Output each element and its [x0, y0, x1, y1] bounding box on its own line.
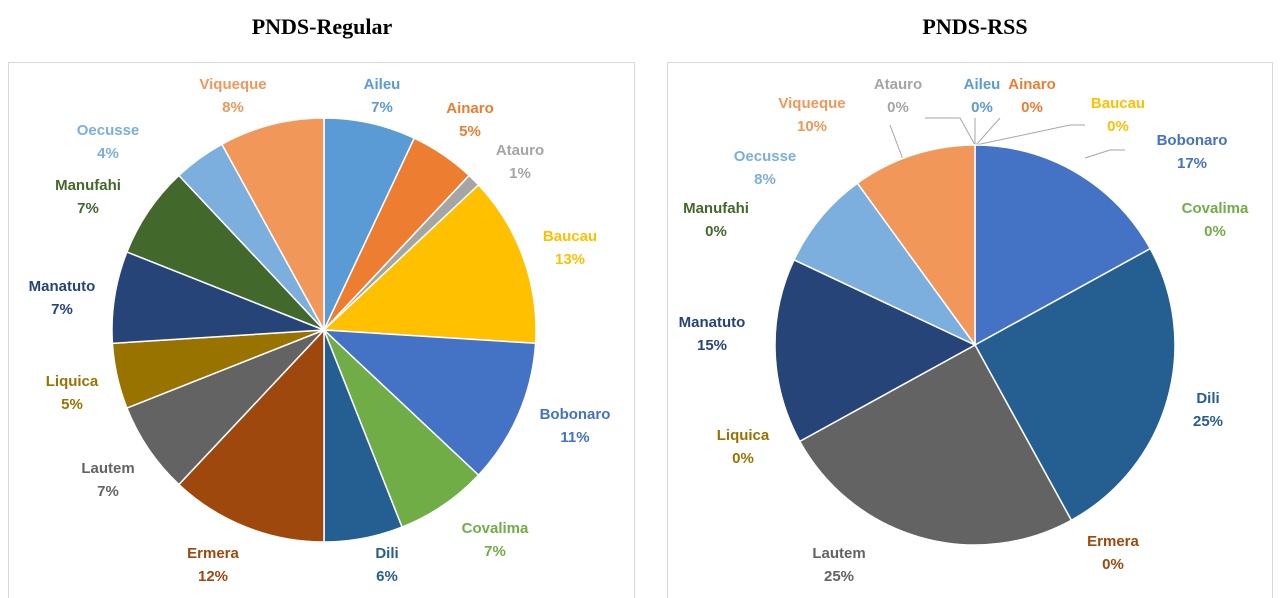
slice-value-label: 4% — [97, 145, 119, 162]
slice-label: Manatuto — [29, 278, 96, 295]
slice-value-label: 8% — [222, 99, 244, 116]
slice-value-label: 15% — [697, 337, 727, 354]
slice-label: Atauro — [496, 142, 544, 159]
slice-label: Manufahi — [683, 200, 749, 217]
pie-slice — [793, 182, 976, 346]
slice-value-label: 7% — [77, 200, 99, 217]
pie-slice — [798, 343, 1073, 546]
slice-label: Lautem — [812, 545, 865, 562]
slice-value-label: 0% — [1204, 223, 1226, 240]
slice-label: Atauro — [874, 76, 922, 93]
chart-title: PNDS-RSS — [922, 14, 1027, 39]
pie-slice — [974, 144, 1152, 347]
slice-value-label: 11% — [560, 429, 589, 446]
slice-value-label: 5% — [459, 123, 481, 140]
slice-value-label: 17% — [1177, 155, 1207, 172]
slice-label: Ainaro — [1008, 76, 1056, 93]
slice-value-label: 1% — [509, 165, 531, 182]
leader-line — [975, 124, 1085, 146]
leader-line — [925, 117, 976, 146]
slice-label: Baucau — [1091, 95, 1145, 112]
chart-frame — [8, 62, 635, 598]
slice-label: Ermera — [187, 545, 239, 562]
slice-label: Covalima — [462, 520, 529, 537]
slice-label: Dili — [1196, 390, 1219, 407]
slice-value-label: 0% — [971, 99, 993, 116]
slice-label: Baucau — [543, 228, 597, 245]
slice-value-label: 25% — [824, 568, 854, 585]
slice-value-label: 0% — [732, 450, 754, 467]
slice-label: Dili — [375, 545, 398, 562]
slice-value-label: 7% — [97, 483, 119, 500]
slice-label: Covalima — [1182, 200, 1249, 217]
slice-label: Ermera — [1087, 533, 1139, 550]
slice-label: Ainaro — [446, 100, 494, 117]
pie-slice — [973, 247, 1176, 522]
slice-value-label: 0% — [1102, 556, 1124, 573]
slice-value-label: 7% — [51, 301, 73, 318]
slice-value-label: 12% — [198, 568, 228, 585]
slice-label: Viqueque — [778, 95, 845, 112]
slice-label: Oecusse — [77, 122, 140, 139]
slice-label: Bobonaro — [540, 406, 611, 423]
leader-line — [1084, 149, 1125, 159]
slice-value-label: 7% — [484, 543, 506, 560]
chart-frame — [667, 62, 1273, 598]
pie-slice — [177, 328, 325, 543]
slice-label: Lautem — [81, 460, 134, 477]
pie-slice — [774, 258, 977, 443]
slice-value-label: 13% — [555, 251, 585, 268]
pie-slice — [322, 183, 537, 345]
slice-label: Aileu — [364, 76, 401, 93]
slice-label: Aileu — [964, 76, 1001, 93]
slice-label: Bobonaro — [1157, 132, 1228, 149]
slice-label: Viqueque — [199, 76, 266, 93]
pie-slice — [856, 144, 976, 348]
slice-label: Oecusse — [734, 148, 797, 165]
slice-value-label: 0% — [887, 99, 909, 116]
leader-lines — [889, 117, 1125, 166]
slice-value-label: 0% — [1107, 118, 1129, 135]
slice-value-label: 0% — [1021, 99, 1043, 116]
pie-slice — [220, 117, 325, 331]
slice-label: Manatuto — [679, 314, 746, 331]
chart-title: PNDS-Regular — [252, 14, 393, 39]
slice-value-label: 10% — [797, 118, 827, 135]
slice-label: Manufahi — [55, 177, 121, 194]
slice-value-label: 0% — [705, 223, 727, 240]
slice-value-label: 6% — [376, 568, 398, 585]
slice-value-label: 25% — [1193, 413, 1223, 430]
slice-label: Liquica — [46, 373, 99, 390]
slice-value-label: 7% — [371, 99, 393, 116]
leader-line — [975, 117, 1001, 146]
slice-value-label: 8% — [754, 171, 776, 188]
pie-slice — [321, 329, 537, 477]
slice-label: Liquica — [717, 427, 770, 444]
slice-value-label: 5% — [61, 396, 83, 413]
